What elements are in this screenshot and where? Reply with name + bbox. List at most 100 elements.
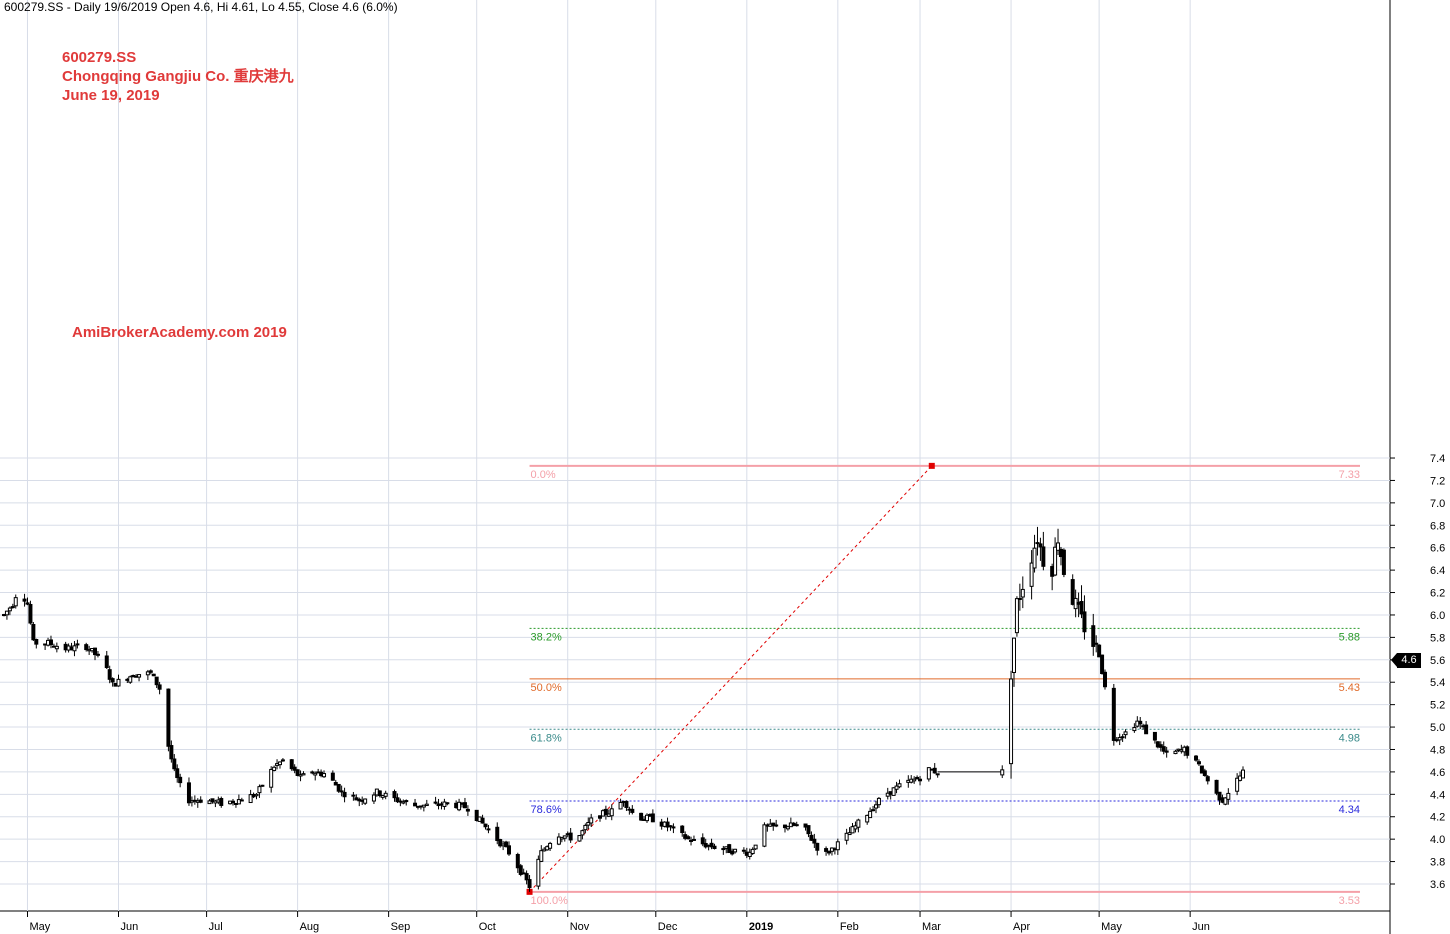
candle-body	[630, 808, 635, 813]
x-tick-label: Aug	[300, 921, 320, 933]
candle-body	[95, 653, 100, 656]
candle-body	[835, 841, 840, 851]
candle-body	[404, 800, 409, 803]
candle-body	[1235, 777, 1240, 792]
candle-body	[219, 798, 224, 806]
candle-body	[1111, 687, 1116, 741]
candle-body	[145, 671, 150, 676]
candle-body	[1120, 736, 1125, 739]
candle-body	[644, 814, 649, 822]
candle-body	[462, 802, 467, 809]
candle-body	[609, 808, 614, 817]
fib-value-label: 4.98	[1339, 732, 1360, 744]
candle-body	[850, 826, 855, 834]
trend-anchor-end	[928, 462, 935, 469]
candle-body	[54, 645, 59, 650]
fib-percent-label: 50.0%	[531, 682, 562, 694]
candle-body	[932, 767, 937, 774]
fib-percent-label: 61.8%	[531, 732, 562, 744]
candle-body	[483, 823, 488, 828]
fib-value-label: 4.34	[1339, 804, 1360, 816]
y-tick-label: 5.4	[1430, 677, 1445, 689]
candle-body	[871, 809, 876, 812]
candle-body	[207, 800, 212, 805]
candle-body	[586, 822, 591, 826]
candle-body	[166, 688, 171, 747]
candle-body	[515, 853, 520, 869]
chart-header: 600279.SS - Daily 19/6/2019 Open 4.6, Hi…	[4, 0, 398, 14]
last-price-badge: 4.6	[1391, 653, 1421, 668]
x-tick-label: Oct	[479, 921, 496, 933]
candle-body	[548, 842, 553, 849]
candle-body	[1241, 769, 1245, 779]
candle-body	[13, 597, 18, 607]
ticker-annotation: 600279.SS	[62, 49, 137, 66]
x-tick-label: May	[29, 921, 50, 933]
candle-body	[518, 865, 523, 875]
candle-body	[865, 814, 870, 823]
candle-body	[774, 824, 779, 827]
candle-body	[668, 825, 673, 828]
y-tick-label: 4.0	[1430, 834, 1445, 846]
candle-body	[750, 848, 755, 855]
candle-body	[148, 670, 153, 673]
candle-body	[809, 834, 814, 841]
y-tick-label: 7.0	[1430, 498, 1445, 510]
candle-body	[198, 799, 203, 803]
candle-body	[806, 825, 811, 835]
candle-body	[1091, 625, 1096, 647]
x-tick-label: May	[1101, 921, 1122, 933]
candle-body	[292, 766, 297, 771]
x-tick-label: Dec	[658, 921, 678, 933]
candle-body	[1214, 779, 1219, 794]
candle-body	[785, 826, 790, 830]
x-tick-label: Mar	[922, 921, 941, 933]
candle-body	[897, 783, 902, 788]
y-tick-label: 7.2	[1430, 475, 1445, 487]
x-tick-label: Nov	[570, 921, 590, 933]
candle-body	[524, 873, 529, 881]
candle-body	[1202, 770, 1207, 777]
candle-body	[330, 772, 335, 781]
candle-body	[1029, 562, 1034, 587]
x-tick-label: Sep	[391, 921, 411, 933]
y-tick-label: 5.8	[1430, 632, 1445, 644]
trend-anchor-start	[526, 888, 533, 895]
candle-body	[1097, 644, 1102, 658]
candle-body	[1161, 746, 1166, 752]
candle-body	[442, 801, 447, 807]
candle-body	[1152, 731, 1157, 741]
candle-body	[1035, 542, 1040, 545]
candle-body	[771, 822, 776, 827]
candle-body	[363, 798, 368, 804]
candle-body	[1117, 737, 1122, 741]
candle-body	[480, 817, 485, 824]
candle-body	[824, 848, 829, 852]
candle-body	[34, 639, 39, 645]
candle-body	[433, 801, 438, 804]
candle-body	[116, 678, 121, 687]
candle-body	[239, 799, 244, 802]
candle-body	[395, 797, 400, 803]
candle-body	[915, 776, 920, 780]
candle-body	[157, 684, 162, 690]
candle-body	[377, 790, 382, 797]
candle-body	[506, 845, 511, 855]
candle-body	[639, 812, 644, 821]
candle-body	[474, 809, 479, 821]
candle-body	[72, 645, 77, 652]
candle-body	[1173, 750, 1178, 755]
candle-body	[107, 669, 112, 680]
x-tick-label: Apr	[1013, 921, 1030, 933]
candle-body	[1082, 611, 1087, 633]
fib-percent-label: 38.2%	[531, 631, 562, 643]
fib-value-label: 5.43	[1339, 682, 1360, 694]
candle-body	[556, 836, 561, 845]
candle-body	[876, 797, 881, 806]
candle-body	[665, 821, 670, 828]
candle-body	[272, 766, 277, 771]
y-tick-label: 6.8	[1430, 520, 1445, 532]
candle-body	[624, 800, 629, 808]
candle-body	[151, 673, 156, 677]
date-annotation: June 19, 2019	[62, 87, 160, 104]
